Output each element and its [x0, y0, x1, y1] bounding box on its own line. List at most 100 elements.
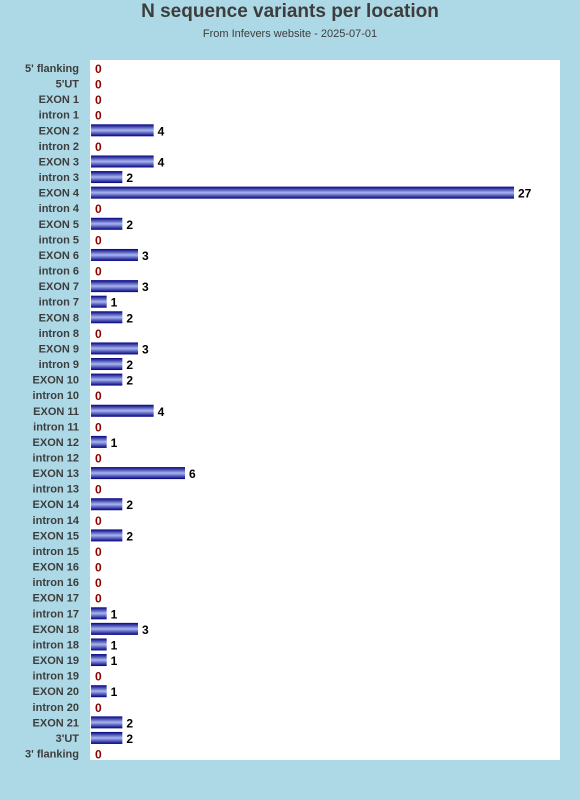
- value-label: 0: [95, 140, 102, 154]
- bar: [91, 607, 107, 620]
- category-label: EXON 20: [33, 686, 79, 698]
- value-label: 0: [95, 233, 102, 247]
- category-label: EXON 17: [33, 593, 79, 605]
- category-label: EXON 9: [39, 343, 79, 355]
- value-label: 2: [126, 498, 133, 512]
- category-label: EXON 7: [39, 281, 79, 293]
- bar: [91, 171, 123, 184]
- value-label: 0: [95, 265, 102, 279]
- category-label: intron 16: [33, 577, 79, 589]
- category-label: EXON 19: [33, 655, 79, 667]
- value-label: 2: [126, 374, 133, 388]
- value-label: 0: [95, 420, 102, 434]
- category-label: intron 6: [39, 266, 79, 278]
- value-label: 1: [111, 436, 118, 450]
- bar: [91, 435, 107, 448]
- bar: [91, 467, 185, 480]
- category-label: intron 5: [39, 234, 79, 246]
- category-label: EXON 12: [33, 437, 79, 449]
- category-label: intron 8: [39, 328, 79, 340]
- category-label: intron 18: [33, 639, 79, 651]
- value-label: 0: [95, 62, 102, 76]
- category-label: 3'UT: [56, 733, 80, 745]
- category-label: intron 13: [33, 484, 79, 496]
- category-label: EXON 10: [33, 375, 79, 387]
- value-label: 4: [158, 155, 165, 169]
- bar: [91, 731, 123, 744]
- value-label: 0: [95, 483, 102, 497]
- bar: [91, 622, 138, 635]
- category-label: EXON 5: [39, 219, 79, 231]
- bar: [91, 498, 123, 511]
- category-label: EXON 3: [39, 156, 79, 168]
- category-label: intron 17: [33, 608, 79, 620]
- category-label: EXON 6: [39, 250, 79, 262]
- value-label: 2: [126, 218, 133, 232]
- chart-subtitle: From Infevers website - 2025-07-01: [202, 28, 378, 40]
- value-label: 6: [189, 467, 196, 481]
- category-label: 3' flanking: [25, 749, 79, 761]
- bar: [91, 124, 154, 137]
- value-label: 2: [126, 732, 133, 746]
- category-label: intron 7: [39, 297, 79, 309]
- value-label: 3: [142, 249, 149, 263]
- value-label: 0: [95, 109, 102, 123]
- bar: [91, 186, 514, 199]
- value-label: 0: [95, 670, 102, 684]
- value-label: 1: [111, 607, 118, 621]
- value-label: 3: [142, 342, 149, 356]
- value-label: 27: [518, 187, 532, 201]
- category-label: EXON 2: [39, 125, 79, 137]
- value-label: 0: [95, 202, 102, 216]
- value-label: 0: [95, 327, 102, 341]
- category-label: EXON 8: [39, 312, 79, 324]
- bar: [91, 529, 123, 542]
- category-label: intron 3: [39, 172, 79, 184]
- value-label: 4: [158, 405, 165, 419]
- bar: [91, 358, 123, 371]
- value-label: 0: [95, 452, 102, 466]
- category-label: intron 14: [33, 515, 80, 527]
- value-label: 2: [126, 358, 133, 372]
- bar: [91, 654, 107, 667]
- value-label: 2: [126, 171, 133, 185]
- category-label: intron 20: [33, 702, 79, 714]
- value-label: 0: [95, 561, 102, 575]
- value-label: 0: [95, 389, 102, 403]
- value-label: 3: [142, 280, 149, 294]
- category-label: intron 10: [33, 390, 79, 402]
- bar: [91, 342, 138, 355]
- bar: [91, 295, 107, 308]
- category-label: EXON 1: [39, 94, 79, 106]
- bar: [91, 155, 154, 168]
- value-label: 0: [95, 514, 102, 528]
- value-label: 0: [95, 78, 102, 92]
- category-label: EXON 16: [33, 562, 79, 574]
- chart-title: N sequence variants per location: [141, 1, 439, 22]
- value-label: 0: [95, 93, 102, 107]
- value-label: 1: [111, 685, 118, 699]
- bar: [91, 685, 107, 698]
- category-label: intron 11: [33, 421, 79, 433]
- category-label: intron 1: [39, 110, 79, 122]
- category-label: EXON 21: [33, 717, 79, 729]
- bar: [91, 311, 123, 324]
- bar: [91, 217, 123, 230]
- bar: [91, 404, 154, 417]
- value-label: 2: [126, 311, 133, 325]
- value-label: 2: [126, 529, 133, 543]
- category-label: EXON 14: [33, 499, 80, 511]
- value-label: 2: [126, 716, 133, 730]
- value-label: 0: [95, 701, 102, 715]
- category-label: intron 15: [33, 546, 79, 558]
- value-label: 0: [95, 545, 102, 559]
- category-label: EXON 4: [39, 188, 80, 200]
- category-label: 5' flanking: [25, 63, 79, 75]
- category-label: EXON 18: [33, 624, 79, 636]
- value-label: 1: [111, 296, 118, 310]
- category-label: intron 2: [39, 141, 79, 153]
- value-label: 3: [142, 623, 149, 637]
- category-label: EXON 15: [33, 530, 79, 542]
- category-label: intron 19: [33, 671, 79, 683]
- bar: [91, 716, 123, 729]
